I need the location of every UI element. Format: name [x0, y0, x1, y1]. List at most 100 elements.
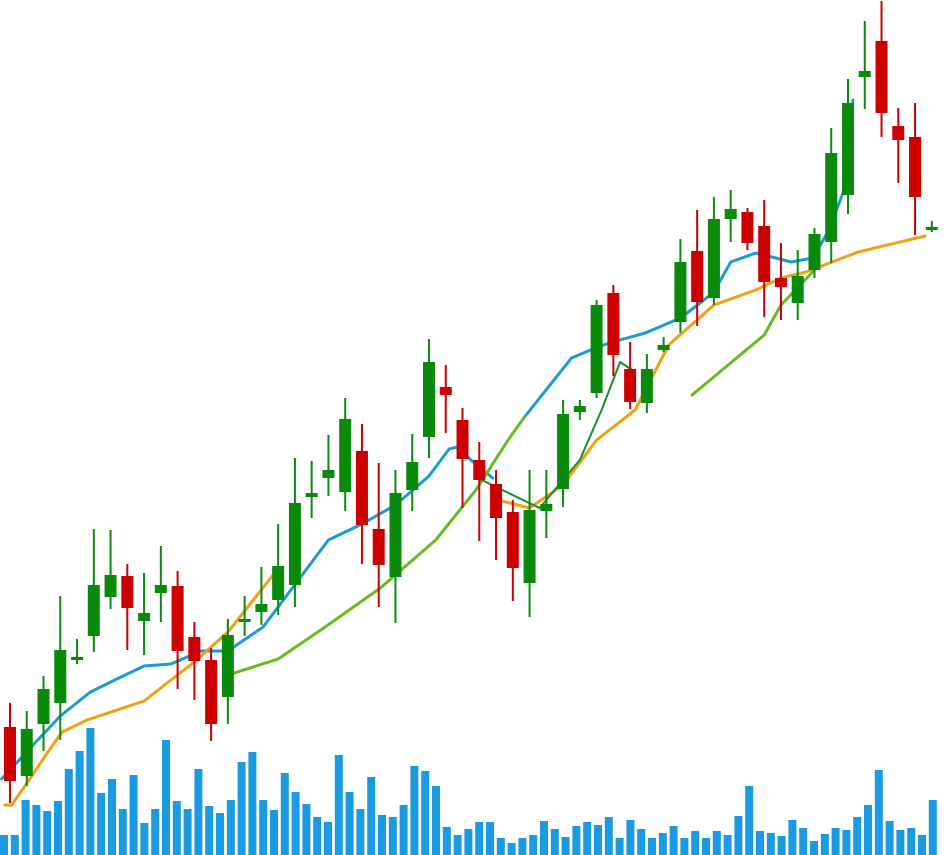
volume-bar [756, 831, 764, 855]
candle-up [305, 461, 318, 518]
candle-body [138, 613, 151, 621]
candle-up [557, 400, 570, 507]
volume-bar [864, 805, 872, 855]
candle-body [791, 276, 804, 303]
candle-body [607, 293, 620, 355]
volume-bar [345, 792, 354, 855]
volume-bar [302, 804, 311, 855]
candle-body [406, 462, 419, 490]
candles [4, 1, 938, 803]
candle-body [909, 137, 922, 197]
volume-bar [885, 821, 894, 855]
moving-average-line [3, 573, 275, 807]
candle-down [205, 648, 218, 741]
candle-up [674, 239, 687, 333]
volume-bar [32, 805, 41, 855]
candle-body [774, 278, 787, 287]
candle-body [205, 660, 218, 724]
candle-body [808, 234, 821, 270]
volume-bar [280, 773, 289, 855]
volume-bar [918, 835, 926, 855]
volume-bar [550, 829, 559, 855]
volume-bar [216, 813, 224, 855]
volume-bar [928, 800, 937, 855]
candle-up [288, 458, 301, 607]
candle-up [724, 190, 737, 242]
volume-bar [745, 786, 754, 855]
volume-bar [604, 817, 613, 855]
candle-body [590, 305, 603, 393]
volume-bar [842, 830, 851, 855]
candle-up [389, 470, 402, 623]
moving-average-line [0, 445, 495, 781]
candle-body [423, 362, 435, 437]
candle-up [104, 530, 117, 609]
candle-up [154, 546, 167, 622]
volume-bar [410, 766, 419, 855]
volume-bar [712, 831, 721, 855]
candle-down [506, 500, 519, 601]
volume-bar [572, 826, 581, 855]
volume-bar [421, 771, 430, 855]
candle-up [707, 197, 720, 305]
candle-body [439, 387, 452, 395]
candle-body [573, 406, 586, 412]
candle-body [540, 504, 553, 511]
candle-up [406, 434, 419, 511]
candle-up [657, 337, 670, 352]
candle-body [372, 529, 385, 565]
volume-bar [810, 841, 818, 855]
candle-body [875, 41, 888, 113]
volume-bar [75, 751, 84, 855]
candle-body [674, 262, 687, 322]
candle-down [758, 200, 771, 317]
candle-down [188, 622, 201, 700]
candle-body [37, 689, 50, 724]
candle-down [892, 108, 905, 183]
candle-up [87, 529, 100, 652]
candle-body [456, 420, 469, 459]
candle-body [121, 576, 134, 608]
volume-bar [259, 800, 268, 855]
volume-bar [356, 809, 365, 855]
candle-body [355, 451, 368, 525]
candle-up [573, 400, 586, 420]
candle-up [255, 567, 268, 625]
candle-body [506, 512, 519, 568]
candle-body [707, 219, 720, 298]
volume-bar [615, 838, 624, 855]
candle-down [473, 442, 486, 541]
candle-body [171, 586, 184, 651]
volume-bar [43, 811, 52, 855]
candle-body [322, 470, 335, 478]
candle-body [657, 345, 670, 350]
candle-body [221, 635, 234, 697]
volume-bar [496, 838, 505, 855]
candle-body [858, 71, 871, 77]
volume-bar [270, 810, 278, 855]
candle-body [154, 585, 167, 593]
volume-bar [853, 817, 862, 855]
volume-bar [766, 833, 775, 855]
volume-bar [637, 829, 646, 855]
candle-up [590, 300, 603, 398]
volume-bar [518, 838, 527, 855]
volume-bar [194, 769, 203, 855]
volume-bar [540, 821, 548, 855]
candle-down [490, 470, 503, 560]
volume-bar [378, 815, 386, 855]
volume-bar [658, 833, 667, 855]
candle-up [925, 221, 938, 232]
volume-bar [432, 786, 440, 855]
volume-bar [594, 825, 602, 855]
candle-up [221, 619, 234, 724]
candle-body [691, 251, 704, 302]
candle-body [288, 503, 301, 585]
candle-down [741, 208, 754, 250]
candle-body [523, 510, 536, 583]
volume-bar [799, 828, 808, 855]
volume-bar [486, 822, 494, 855]
candle-up [640, 354, 653, 413]
volume-bar [507, 843, 516, 855]
candle-body [4, 727, 16, 781]
